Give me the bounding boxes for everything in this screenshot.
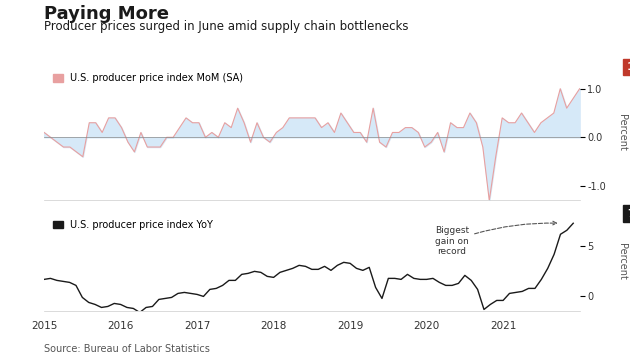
Text: 7.3: 7.3	[627, 209, 630, 219]
Text: Paying More: Paying More	[44, 5, 169, 23]
Legend: U.S. producer price index YoY: U.S. producer price index YoY	[49, 216, 217, 234]
Legend: U.S. producer price index MoM (SA): U.S. producer price index MoM (SA)	[49, 69, 247, 87]
Text: Biggest
gain on
record: Biggest gain on record	[435, 221, 556, 256]
Text: 1.0: 1.0	[627, 62, 630, 72]
Text: Producer prices surged in June amid supply chain bottlenecks: Producer prices surged in June amid supp…	[44, 20, 409, 33]
Text: Percent: Percent	[617, 243, 627, 280]
Text: Percent: Percent	[617, 114, 627, 151]
Text: Source: Bureau of Labor Statistics: Source: Bureau of Labor Statistics	[44, 344, 210, 354]
